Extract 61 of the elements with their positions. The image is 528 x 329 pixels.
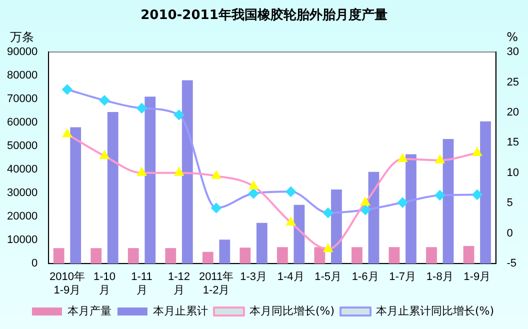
x-tick-label: 1-7月 — [389, 271, 416, 284]
y-tick-label: 20000 — [6, 210, 38, 223]
x-tick-label: 1-9月 — [464, 271, 491, 284]
bar — [442, 138, 454, 264]
y-tick-label: 70000 — [6, 93, 38, 106]
x-tick-label: 1-11 月 — [131, 271, 152, 296]
x-tick-label: 1-12 月 — [168, 271, 190, 296]
y-tick-label: 0 — [31, 258, 38, 270]
bar — [128, 248, 139, 264]
y-tick-label: 80000 — [6, 70, 38, 82]
x-tick-label: 1-3月 — [240, 271, 267, 284]
bar — [314, 247, 326, 264]
bar — [388, 247, 400, 264]
bar — [463, 246, 474, 264]
bar — [202, 252, 214, 264]
x-tick-label: 2011年 1-2月 — [198, 271, 234, 296]
x-tick-label: 2010年 1-9月 — [49, 271, 85, 296]
bar — [219, 240, 230, 264]
bar — [406, 154, 416, 264]
legend-label: 本月止累计同比增长(%) — [376, 304, 494, 318]
y2-tick-label: 5 — [506, 197, 513, 210]
bar — [480, 121, 491, 264]
bar — [368, 172, 380, 264]
y-tick-label: 30000 — [6, 187, 38, 200]
bar — [182, 80, 193, 264]
bar — [107, 112, 118, 264]
y2-axis-title: % — [506, 30, 518, 44]
bar — [294, 204, 305, 264]
x-tick-label: 1-4月 — [277, 271, 304, 284]
y2-tick-label: 15 — [506, 136, 520, 149]
bar — [53, 248, 64, 264]
x-tick-label: 1-8月 — [426, 271, 454, 284]
x-tick-label: 1-10 月 — [93, 271, 116, 296]
bar — [165, 248, 176, 264]
bar — [331, 190, 342, 264]
y-tick-label: 10000 — [6, 234, 38, 246]
y-tick-label: 40000 — [6, 164, 38, 176]
chart-title: 2010-2011年我国橡胶轮胎外胎月度产量 — [140, 6, 388, 24]
legend-label: 本月止累计 — [152, 304, 208, 318]
bar — [352, 247, 362, 264]
bar — [240, 248, 251, 264]
bar — [256, 222, 268, 264]
legend-label: 本月同比增长(%) — [249, 304, 335, 318]
x-tick-label: 1-5月 — [314, 271, 342, 284]
legend-label: 本月产量 — [67, 304, 112, 318]
bar — [144, 96, 156, 264]
y2-tick-label: 0 — [506, 227, 513, 240]
bar — [70, 127, 82, 264]
y2-tick-label: 30 — [506, 46, 520, 58]
y2-tick-label: 25 — [506, 76, 520, 88]
y-tick-label: 50000 — [6, 140, 38, 152]
y-tick-label: 60000 — [6, 116, 38, 129]
y-axis-title: 万条 — [10, 30, 34, 44]
bar — [90, 248, 102, 264]
y2-tick-label: 20 — [506, 106, 520, 118]
y-tick-label: 90000 — [6, 46, 38, 58]
y2-tick-label: -5 — [506, 258, 517, 270]
x-tick-label: 1-6月 — [352, 271, 379, 284]
y2-tick-label: 10 — [506, 166, 520, 179]
bar — [426, 247, 437, 264]
bar — [276, 247, 288, 264]
